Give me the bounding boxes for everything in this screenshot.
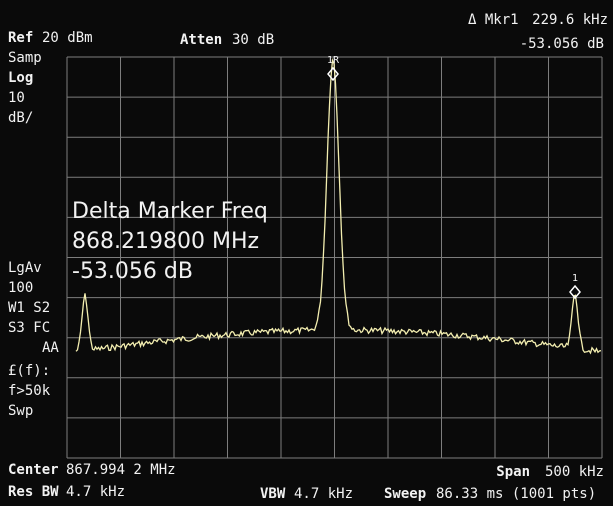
side-label: Swp <box>8 403 33 419</box>
center-label: Center <box>8 462 59 478</box>
ref-label: Ref <box>8 30 33 46</box>
sweep-label: Sweep <box>384 486 426 502</box>
vbw-label: VBW <box>260 486 286 502</box>
overlay-level: -53.056 dB <box>72 259 193 284</box>
span-label: Span <box>496 464 530 480</box>
marker-tag: 1R <box>327 55 340 66</box>
atten-value: 30 dB <box>232 32 274 48</box>
side-label: £(f): <box>8 363 50 379</box>
marker-freq: 229.6 kHz <box>532 12 608 28</box>
sweep-value: 86.33 ms (1001 pts) <box>436 486 596 502</box>
side-label: LgAv <box>8 260 42 276</box>
overlay-freq: 868.219800 MHz <box>72 229 259 254</box>
marker-level: -53.056 dB <box>520 36 604 52</box>
marker-tag: 1 <box>572 273 578 284</box>
side-label: 100 <box>8 280 33 296</box>
side-label: Samp <box>8 50 42 66</box>
analyzer-screen: Ref 20 dBm Atten 30 dB Δ Mkr1 229.6 kHz … <box>0 0 613 506</box>
side-label: dB/ <box>8 110 33 126</box>
marker-label: Δ Mkr1 <box>468 12 519 28</box>
side-label: AA <box>42 340 59 356</box>
side-label: S3 FC <box>8 320 50 336</box>
rbw-label: Res BW <box>8 484 59 500</box>
side-label: f>50k <box>8 383 51 399</box>
rbw-value: 4.7 kHz <box>66 484 125 500</box>
vbw-value: 4.7 kHz <box>294 486 353 502</box>
side-label: W1 S2 <box>8 300 50 316</box>
ref-value: 20 dBm <box>42 30 93 46</box>
span-value: 500 kHz <box>545 464 604 480</box>
overlay-title: Delta Marker Freq <box>72 199 268 224</box>
center-value: 867.994 2 MHz <box>66 462 176 478</box>
atten-label: Atten <box>180 32 222 48</box>
side-label: Log <box>8 70 33 86</box>
side-label: 10 <box>8 90 25 106</box>
